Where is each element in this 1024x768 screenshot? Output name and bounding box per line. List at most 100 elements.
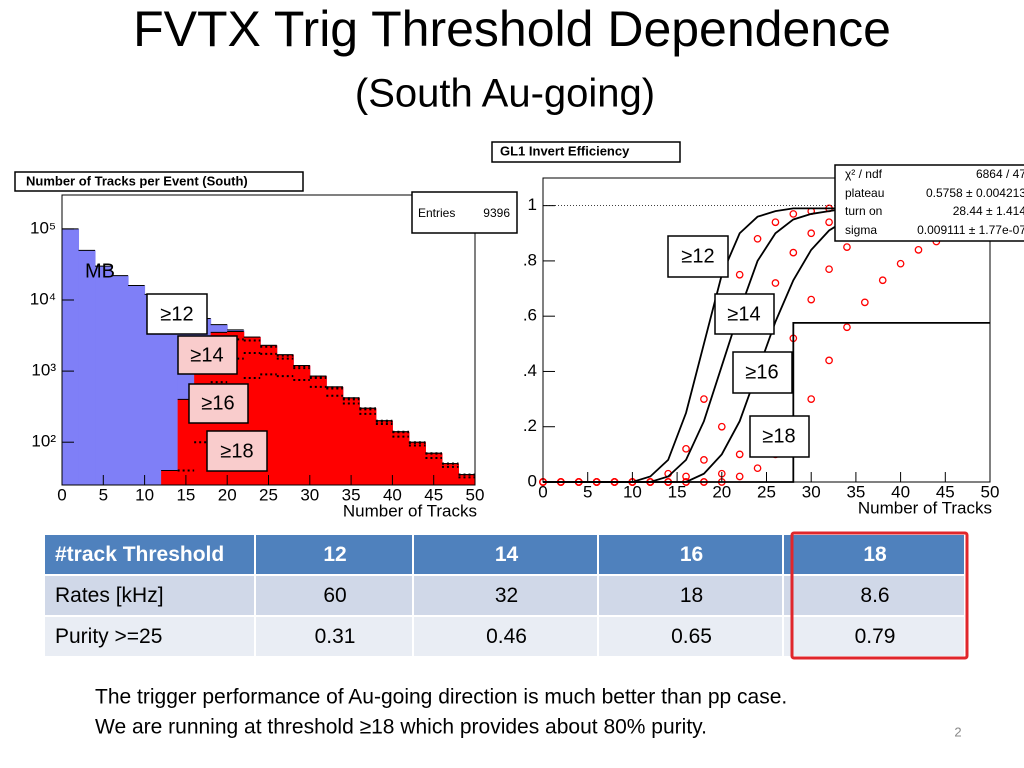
data-point — [807, 295, 816, 304]
slide-title: FVTX Trig Threshold Dependence — [133, 1, 891, 57]
table-header-text: 16 — [680, 543, 703, 566]
y-tick-label: 10³ — [31, 361, 56, 380]
data-point — [735, 450, 744, 459]
x-tick-label: 20 — [712, 482, 731, 501]
table-cell — [414, 576, 597, 615]
table-header-text: 18 — [863, 543, 887, 566]
histogram-bar — [441, 463, 459, 485]
data-point — [807, 229, 816, 238]
stats-value: 6864 / 47 — [976, 167, 1024, 181]
table-cell-text: Rates [kHz] — [55, 584, 164, 607]
data-point — [896, 259, 905, 268]
stats-value: 9396 — [483, 206, 510, 220]
histogram-bar — [111, 275, 129, 485]
histogram-bar — [62, 228, 80, 485]
histogram-bar — [392, 431, 410, 485]
table-cell — [45, 576, 254, 615]
x-tick-label: 5 — [99, 485, 108, 504]
annotation: ≥12 — [681, 245, 714, 267]
x-tick-label: 0 — [57, 485, 66, 504]
histogram-bar — [128, 285, 146, 485]
stats-label: plateau — [845, 186, 884, 200]
x-tick-label: 45 — [424, 485, 443, 504]
stats-label: turn on — [845, 204, 882, 218]
annotation-box — [749, 415, 810, 458]
annotation-box — [188, 383, 249, 424]
table-cell — [45, 617, 254, 656]
annotation: ≥18 — [762, 425, 795, 447]
table-cell-text: 32 — [495, 584, 518, 607]
x-tick-label: 10 — [135, 485, 154, 504]
stats-value: 0.5758 ± 0.004213 — [926, 186, 1024, 200]
x-tick-label: 25 — [259, 485, 278, 504]
annotation: ≥14 — [727, 303, 760, 325]
histogram-bar — [425, 453, 443, 485]
x-tick-label: 0 — [538, 482, 547, 501]
x-tick-label: 20 — [218, 485, 237, 504]
stats-box — [834, 164, 1024, 242]
x-axis-label: Number of Tracks — [858, 498, 992, 517]
chart-title-box — [491, 141, 681, 163]
table-cell-text: 0.46 — [486, 625, 527, 648]
data-point — [735, 472, 744, 481]
table: #track Threshold 12 14 16 18 Rates [kHz] 60 32 1… — [45, 535, 964, 656]
data-point — [843, 323, 851, 332]
x-tick-label: 35 — [846, 482, 865, 501]
table-cell-text: 18 — [680, 584, 703, 607]
table-header-cell — [784, 535, 964, 574]
x-tick-label: 40 — [383, 485, 402, 504]
annotation: MB — [85, 260, 115, 282]
y-tick-label: 0 — [528, 471, 537, 490]
x-tick-label: 50 — [466, 485, 485, 504]
data-point — [735, 270, 744, 279]
note: The trigger performance of Au-going dire… — [95, 686, 787, 709]
y-tick-label: .4 — [523, 361, 537, 380]
annotation-box — [667, 235, 729, 278]
table-cell-text: 0.65 — [671, 625, 712, 648]
data-point — [825, 218, 833, 227]
annotation-box — [177, 335, 238, 375]
annotation: ≥16 — [201, 392, 234, 414]
chart-title-box — [14, 171, 304, 192]
stats-label: sigma — [845, 223, 877, 237]
data-point — [843, 243, 851, 251]
annotation: ≥12 — [160, 303, 193, 325]
x-tick-label: 15 — [176, 485, 195, 504]
stats-box — [411, 191, 518, 234]
table-cell — [784, 576, 964, 615]
data-point — [717, 422, 726, 431]
annotation-box — [714, 293, 775, 335]
table-header-cell — [599, 535, 782, 574]
table-header-cell — [414, 535, 597, 574]
table-cell-text: 60 — [323, 584, 346, 607]
table-cell — [256, 576, 412, 615]
table-header-text: #track Threshold — [55, 543, 224, 566]
x-tick-label: 30 — [802, 482, 821, 501]
x-tick-label: 35 — [342, 485, 361, 504]
data-point — [771, 279, 780, 287]
stats-label: Entries — [418, 206, 455, 220]
data-point — [914, 246, 923, 254]
data-point — [789, 248, 798, 257]
annotation-box — [206, 430, 268, 472]
table-cell-text: 0.79 — [855, 625, 896, 648]
x-axis-label: Number of Tracks — [343, 501, 477, 520]
table-cell — [599, 576, 782, 615]
table-cell-text: 0.31 — [315, 625, 356, 648]
histogram-bar — [144, 294, 162, 485]
table-cell — [256, 617, 412, 656]
y-tick-label: .2 — [523, 416, 537, 435]
y-tick-label: .6 — [523, 306, 537, 325]
data-point — [789, 210, 798, 218]
annotation: ≥14 — [190, 344, 223, 366]
note: We are running at threshold ≥18 which pr… — [95, 716, 707, 739]
histogram-bar — [326, 386, 344, 485]
y-tick-label: 10² — [31, 432, 56, 451]
table-header-text: 12 — [323, 543, 346, 566]
x-tick-label: 50 — [981, 482, 1000, 501]
stats-value: 28.44 ± 1.414 — [953, 204, 1024, 218]
page-number: 2 — [954, 724, 961, 739]
y-tick-label: .8 — [523, 250, 537, 269]
table-cell — [414, 617, 597, 656]
